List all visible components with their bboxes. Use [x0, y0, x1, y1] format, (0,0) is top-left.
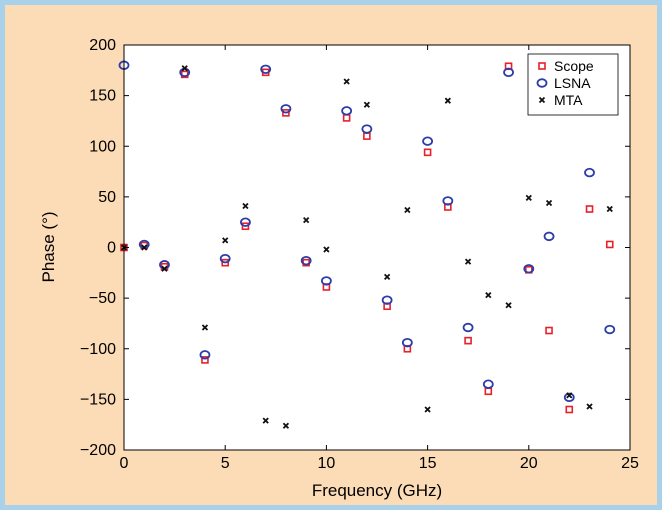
mta-point [242, 202, 249, 210]
y-tick-label: −150 [80, 391, 116, 408]
mta-point [464, 258, 472, 265]
x-axis-label: Frequency (GHz) [312, 481, 442, 500]
mta-point [343, 78, 350, 85]
mta-point [161, 265, 168, 272]
y-tick-label: 200 [89, 37, 116, 54]
x-tick-label: 10 [318, 455, 336, 472]
legend-marker-scope [538, 62, 546, 70]
y-tick-label: 100 [89, 138, 116, 155]
lsna-point [381, 295, 393, 305]
lsna-point [260, 64, 272, 75]
mta-point [444, 97, 451, 104]
x-tick-label: 0 [120, 455, 129, 472]
scope-point [282, 109, 290, 117]
mta-point [262, 417, 269, 424]
lsna-point [604, 324, 616, 335]
x-tick-label: 25 [621, 455, 639, 472]
mta-point [404, 206, 411, 214]
x-tick-label: 20 [520, 455, 538, 472]
y-tick-label: 0 [107, 240, 116, 257]
mta-point [323, 246, 330, 253]
legend-marker-mta [538, 96, 546, 104]
lsna-point [442, 196, 454, 206]
mta-point [222, 237, 229, 244]
x-tick-label: 5 [221, 455, 230, 472]
legend-marker-lsna [536, 78, 548, 88]
mta-point [282, 422, 290, 429]
scope-point [423, 148, 432, 157]
lsna-point [341, 106, 353, 116]
scope-point [201, 356, 209, 364]
lsna-point [523, 264, 535, 274]
lsna-point [240, 217, 251, 227]
lsna-point [320, 276, 332, 286]
legend-box [527, 53, 619, 116]
lsna-point [584, 167, 595, 178]
mta-point [586, 403, 593, 410]
mta-point [485, 291, 492, 299]
lsna-point [280, 104, 292, 114]
scope-point [605, 240, 614, 249]
scope-point [545, 326, 553, 335]
data-marks [118, 60, 616, 429]
mta-point [424, 406, 431, 413]
figure-background: 0 5 10 15 20 25 −200 −150 −100 −50 0 50 100 150 200 Fr… [5, 5, 657, 505]
mta-point [303, 217, 310, 224]
y-axis-label: Phase (°) [39, 211, 58, 282]
x-tick-label: 15 [419, 455, 437, 472]
lsna-point [482, 379, 494, 389]
lsna-point [543, 231, 555, 242]
mta-point [525, 194, 532, 202]
lsna-point [503, 67, 514, 78]
legend-label-lsna: LSNA [554, 75, 591, 91]
y-tick-label: −50 [89, 290, 116, 307]
scope-point [565, 405, 574, 414]
scope-point [221, 258, 229, 267]
mta-point [383, 273, 391, 280]
y-tick-label: −200 [80, 442, 116, 459]
lsna-point [462, 322, 474, 333]
y-tick-label: 150 [89, 88, 116, 105]
phase-scatter-chart: 0 5 10 15 20 25 −200 −150 −100 −50 0 50 100 150 200 Fr… [39, 37, 639, 500]
legend-label-mta: MTA [554, 92, 583, 108]
lsna-point [401, 337, 413, 348]
lsna-point [300, 255, 312, 266]
y-tick-label: 50 [98, 189, 116, 206]
mta-point [606, 205, 613, 213]
scope-point [241, 222, 250, 231]
mta-point [141, 244, 148, 251]
mta-point [505, 302, 512, 309]
lsna-point [422, 136, 434, 146]
axis-ticks: 0 5 10 15 20 25 −200 −150 −100 −50 0 50 100 150 200 [80, 37, 639, 472]
lsna-point [199, 350, 211, 360]
legend-label-scope: Scope [554, 58, 594, 74]
mta-point [545, 199, 553, 207]
scope-point [464, 336, 472, 345]
scope-point [585, 205, 594, 213]
mta-point [201, 324, 209, 331]
y-tick-label: −100 [80, 341, 116, 358]
lsna-point [219, 253, 231, 264]
mta-point [566, 392, 573, 399]
mta-point [181, 65, 188, 72]
lsna-point [361, 124, 373, 134]
mta-point [363, 101, 371, 108]
lsna-point [563, 392, 575, 403]
